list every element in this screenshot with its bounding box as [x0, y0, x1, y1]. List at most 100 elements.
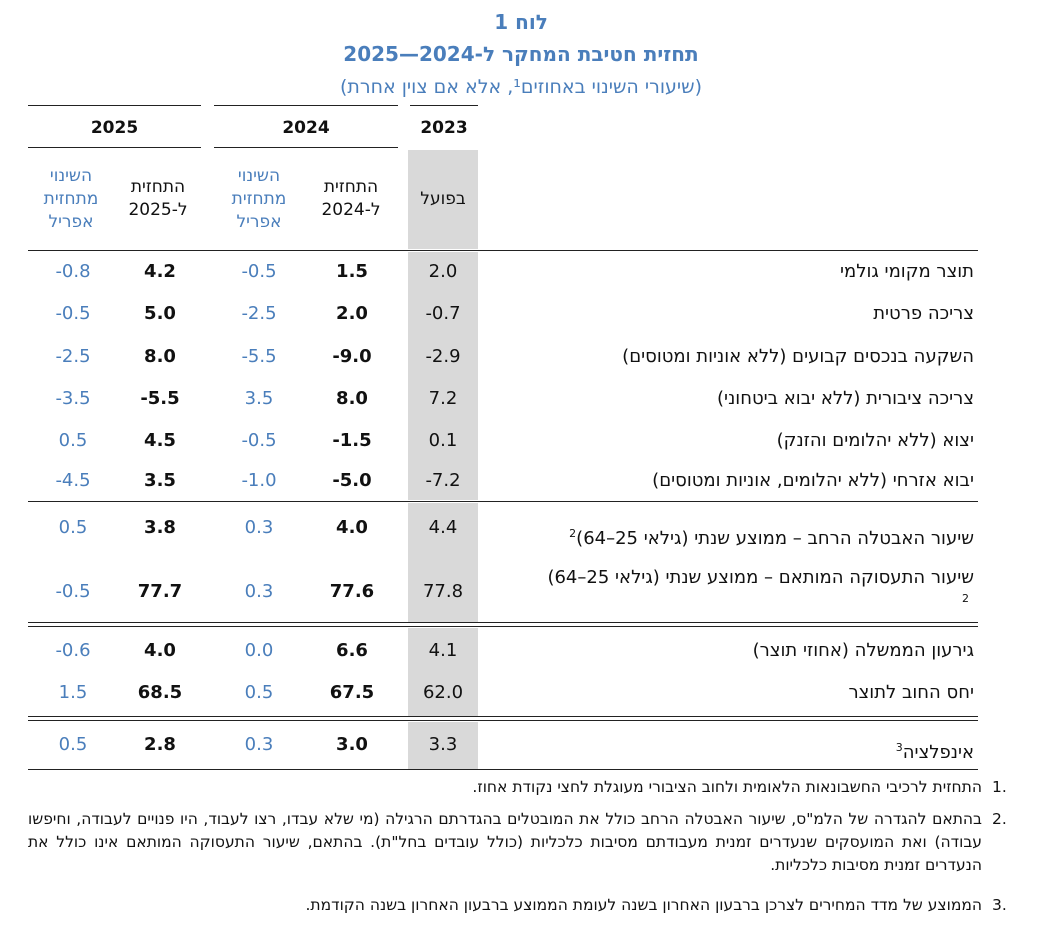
year-rule-2025: [28, 105, 201, 106]
cell-change-2024: 0.3: [244, 517, 274, 538]
cell-change-2024: 0.3: [244, 734, 274, 755]
cell-change-2025: -0.8: [55, 261, 91, 282]
cell-change-2025: -0.6: [55, 640, 91, 661]
cell-change-2025: -3.5: [55, 388, 91, 409]
group-rule: [28, 501, 978, 502]
footnote-ref: 2: [569, 527, 577, 540]
cell-forecast-2025: -5.5: [140, 388, 180, 409]
row-label: גירעון הממשלה (אחוזי תוצר): [752, 640, 974, 661]
actual-column-shade: [408, 150, 478, 249]
cell-forecast-2025: 68.5: [137, 682, 183, 703]
year-2024: 2024: [282, 118, 330, 138]
cell-forecast-2024: 8.0: [336, 388, 368, 409]
cell-forecast-2024: 6.6: [336, 640, 368, 661]
cell-change-2024: -1.0: [241, 470, 277, 491]
table-row: שיעור האבטלה הרחב – ממוצע שנתי (גילאי 25…: [0, 508, 1042, 549]
cell-forecast-2024: 4.0: [336, 517, 368, 538]
cell-forecast-2024: 1.5: [336, 261, 368, 282]
cell-forecast-2024: 2.0: [336, 303, 368, 324]
cell-change-2024: -2.5: [241, 303, 277, 324]
row-label: אינפלציה3: [895, 741, 974, 763]
cell-change-2025: 0.5: [58, 430, 88, 451]
cell-change-2025: -0.5: [55, 581, 91, 602]
footnote-text: בהתאם להגדרה של הלמ"ס, שיעור האבטלה הרחב…: [28, 810, 982, 874]
row-label: השקעה בנכסים קבועים (ללא אוניות ומטוסים): [622, 346, 974, 367]
year-underline-2025: [28, 147, 201, 148]
table-row: השקעה בנכסים קבועים (ללא אוניות ומטוסים)…: [0, 337, 1042, 377]
group-double-rule: [28, 622, 978, 627]
footnote-text: התחזית לרכיבי החשבונאות הלאומית ולחוב הצ…: [472, 778, 982, 796]
cell-forecast-2025: 77.7: [137, 581, 183, 602]
row-label: שיעור האבטלה הרחב – ממוצע שנתי (גילאי 25…: [569, 527, 974, 549]
row-label: צריכה ציבורית (ללא יבוא ביטחוני): [717, 388, 974, 409]
cell-change-2024: 3.5: [244, 388, 274, 409]
cell-actual-2023: 2.0: [428, 261, 458, 282]
cell-change-2025: -0.5: [55, 303, 91, 324]
header-forecast-2024: התחזית ל-2024: [321, 177, 381, 220]
table-row: יצוא (ללא יהלומים והזנק) 0.1 -1.5 -0.5 4…: [0, 421, 1042, 461]
cell-forecast-2025: 3.5: [144, 470, 176, 491]
row-label: יצוא (ללא יהלומים והזנק): [776, 430, 974, 451]
footnote-ref: 3: [895, 741, 903, 754]
header-actual: בפועל: [420, 189, 466, 209]
cell-change-2025: 1.5: [58, 682, 88, 703]
year-rule-2024: [214, 105, 398, 106]
cell-change-2024: 0.5: [244, 682, 274, 703]
actual-column-shade: [408, 722, 478, 770]
footnote-number: 3.: [992, 896, 1007, 914]
cell-change-2025: -4.5: [55, 470, 91, 491]
cell-actual-2023: 62.0: [422, 682, 464, 703]
table-row: אינפלציה3 3.3 3.0 0.3 2.8 0.5: [0, 725, 1042, 765]
table-subtitle: (שיעורי השינוי באחוזים¹, אלא אם צוין אחר…: [339, 76, 703, 98]
cell-forecast-2024: 3.0: [336, 734, 368, 755]
cell-forecast-2025: 4.0: [144, 640, 176, 661]
cell-forecast-2025: 4.2: [144, 261, 176, 282]
actual-column-shade: [408, 628, 478, 716]
actual-column-shade: [408, 503, 478, 622]
row-label: תוצר מקומי גולמי: [840, 261, 974, 282]
table-row: תוצר מקומי גולמי 2.0 1.5 -0.5 4.2 -0.8: [0, 252, 1042, 292]
cell-forecast-2025: 5.0: [144, 303, 176, 324]
footnote-text: הממוצע של מדד המחירים לצרכן ברבעון האחרו…: [305, 896, 982, 914]
table-row: צריכה ציבורית (ללא יבוא ביטחוני) 7.2 8.0…: [0, 379, 1042, 419]
header-forecast-2025: התחזית ל-2025: [128, 177, 188, 220]
cell-forecast-2025: 3.8: [144, 517, 176, 538]
table-row: שיעור התעסוקה המותאם – ממוצע שנתי (גילאי…: [0, 567, 1042, 612]
cell-change-2024: 0.0: [244, 640, 274, 661]
cell-actual-2023: -2.9: [425, 346, 461, 367]
header-change-2025: השינוי מתחזית אפריל: [43, 166, 99, 232]
actual-column-shade: [408, 252, 478, 500]
year-underline-2024: [214, 147, 398, 148]
table-row: צריכה פרטית -0.7 2.0 -2.5 5.0 -0.5: [0, 294, 1042, 334]
cell-change-2025: -2.5: [55, 346, 91, 367]
header-change-2024: השינוי מתחזית אפריל: [231, 166, 287, 232]
footnote-number: 1.: [992, 778, 1007, 796]
cell-actual-2023: 3.3: [428, 734, 458, 755]
table-row: גירעון הממשלה (אחוזי תוצר) 4.1 6.6 0.0 4…: [0, 631, 1042, 671]
cell-forecast-2024: 77.6: [329, 581, 375, 602]
table-row: יחס החוב לתוצר 62.0 67.5 0.5 68.5 1.5: [0, 673, 1042, 713]
table-row: יבוא אזרחי (ללא יהלומים, אוניות ומטוסים)…: [0, 461, 1042, 501]
cell-change-2024: 0.3: [244, 581, 274, 602]
year-rule-2023: [410, 105, 478, 106]
table-title: תחזית חטיבת המחקר ל-2024—2025: [343, 42, 699, 66]
cell-forecast-2024: -9.0: [332, 346, 372, 367]
cell-forecast-2024: 67.5: [329, 682, 375, 703]
cell-forecast-2025: 4.5: [144, 430, 176, 451]
cell-forecast-2025: 8.0: [144, 346, 176, 367]
cell-change-2024: -0.5: [241, 430, 277, 451]
cell-actual-2023: 4.4: [428, 517, 458, 538]
cell-change-2025: 0.5: [58, 734, 88, 755]
cell-actual-2023: 77.8: [422, 581, 464, 602]
cell-change-2024: -0.5: [241, 261, 277, 282]
cell-actual-2023: -7.2: [425, 470, 461, 491]
cell-actual-2023: 4.1: [428, 640, 458, 661]
row-label: יחס החוב לתוצר: [848, 682, 974, 703]
year-2023: 2023: [420, 118, 468, 138]
cell-forecast-2024: -5.0: [332, 470, 372, 491]
row-label: שיעור התעסוקה המותאם – ממוצע שנתי (גילאי…: [547, 567, 974, 588]
cell-forecast-2025: 2.8: [144, 734, 176, 755]
cell-change-2024: -5.5: [241, 346, 277, 367]
group-double-rule: [28, 716, 978, 721]
cell-actual-2023: 7.2: [428, 388, 458, 409]
